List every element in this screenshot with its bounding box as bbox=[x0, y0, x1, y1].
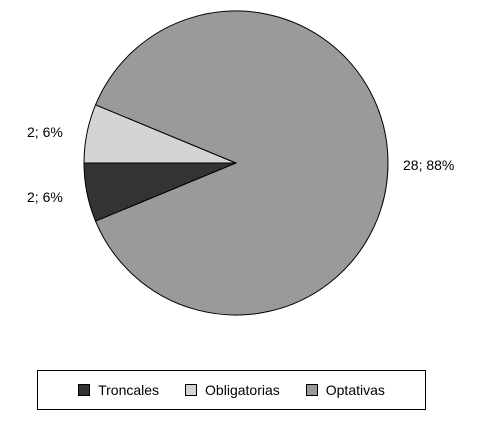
pie-chart: 2; 6% 2; 6% 28; 88% bbox=[27, 10, 454, 316]
legend-swatch-optativas bbox=[305, 384, 318, 396]
data-label-optativas: 28; 88% bbox=[403, 157, 454, 173]
legend-swatch-troncales bbox=[78, 384, 91, 396]
data-label-obligatorias: 2; 6% bbox=[27, 124, 63, 140]
legend-label-obligatorias: Obligatorias bbox=[205, 382, 280, 398]
legend-item-troncales: Troncales bbox=[78, 382, 159, 398]
pie-slice-optativas bbox=[94, 10, 389, 316]
legend-label-troncales: Troncales bbox=[98, 382, 160, 398]
legend: Troncales Obligatorias Optativas bbox=[37, 370, 426, 410]
legend-item-obligatorias: Obligatorias bbox=[185, 382, 280, 398]
legend-swatch-obligatorias bbox=[185, 384, 198, 396]
data-label-troncales: 2; 6% bbox=[27, 189, 63, 205]
legend-item-optativas: Optativas bbox=[305, 382, 385, 398]
legend-label-optativas: Optativas bbox=[325, 382, 385, 398]
